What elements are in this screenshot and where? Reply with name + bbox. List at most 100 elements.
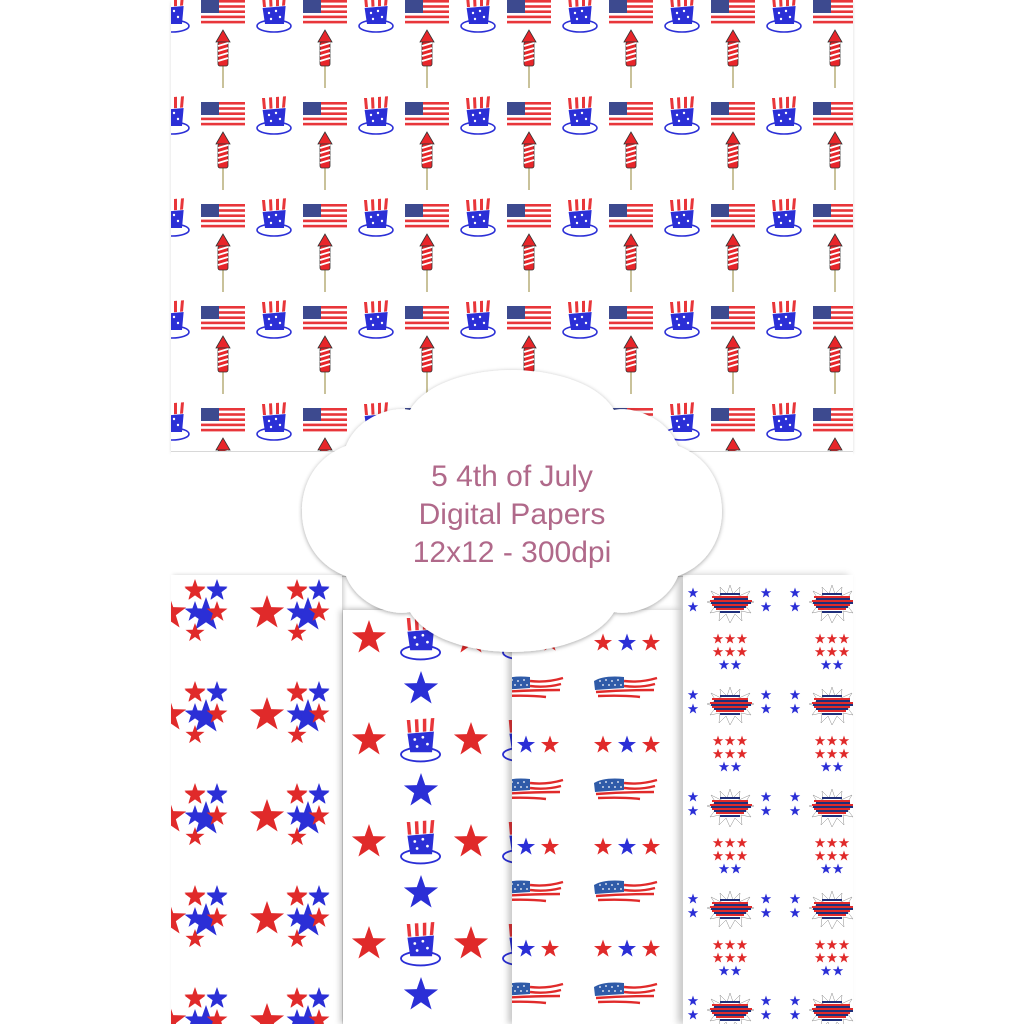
red-star-icon [736, 748, 748, 759]
firework-rocket-icon [215, 29, 231, 89]
american-flag-icon [201, 204, 245, 228]
uncle-sam-hat-icon [358, 197, 394, 237]
blue-star-icon [718, 761, 730, 772]
red-star-icon [736, 633, 748, 644]
firework-rocket-icon [317, 29, 333, 89]
firework-rocket-icon [317, 131, 333, 191]
usa-map-flag-icon [592, 979, 662, 1008]
blue-star-icon [730, 659, 742, 670]
title-label: 5 4th of July Digital Papers 12x12 - 300… [298, 366, 726, 656]
red-star-icon [814, 748, 826, 759]
striped-starburst-icon [808, 584, 853, 624]
red-star-icon [838, 837, 850, 848]
red-star-icon [641, 837, 661, 855]
uncle-sam-hat-icon [460, 299, 496, 339]
firework-rocket-icon [215, 233, 231, 293]
red-star-icon [826, 735, 838, 746]
uncle-sam-hat-icon [256, 0, 292, 33]
uncle-sam-hat-icon [171, 299, 190, 339]
blue-star-icon [206, 987, 228, 1007]
uncle-sam-hat-icon [766, 299, 802, 339]
american-flag-icon [507, 102, 551, 126]
blue-star-icon [730, 863, 742, 874]
blue-star-icon [820, 965, 832, 976]
usa-map-flag-icon [512, 877, 568, 906]
red-star-icon [171, 697, 187, 730]
firework-rocket-icon [521, 233, 537, 293]
red-star-icon [171, 1003, 187, 1024]
blue-star-icon [516, 735, 536, 753]
striped-starburst-icon [706, 788, 755, 828]
blue-star-icon [206, 885, 228, 905]
usa-map-flag-icon [592, 673, 662, 702]
uncle-sam-hat-icon [171, 197, 190, 237]
blue-star-icon [687, 907, 699, 918]
striped-starburst-icon [808, 992, 853, 1024]
uncle-sam-hat-icon [400, 920, 442, 967]
uncle-sam-hat-icon [400, 818, 442, 865]
striped-starburst-icon [706, 686, 755, 726]
star-icon [287, 827, 307, 846]
blue-star-icon [760, 587, 772, 598]
red-star-icon [826, 646, 838, 657]
blue-star-icon [718, 863, 730, 874]
title-line-2: Digital Papers [418, 498, 606, 531]
red-star-icon [724, 939, 736, 950]
american-flag-icon [711, 204, 755, 228]
blue-star-icon [687, 995, 699, 1006]
uncle-sam-hat-icon [358, 0, 394, 33]
usa-map-pattern [512, 633, 662, 1008]
blue-star-icon [820, 863, 832, 874]
uncle-sam-hat-icon [766, 0, 802, 33]
blue-star-icon [687, 1009, 699, 1020]
star-icon [185, 827, 205, 846]
red-star-icon [814, 646, 826, 657]
blue-star-icon [687, 689, 699, 700]
blue-star-icon [820, 659, 832, 670]
red-star-icon [712, 748, 724, 759]
label-frame-shape [302, 370, 722, 652]
star-icon [185, 725, 205, 744]
american-flag-icon [201, 306, 245, 330]
firework-rocket-icon [725, 233, 741, 293]
firework-rocket-icon [623, 131, 639, 191]
striped-starburst-icon [706, 992, 755, 1024]
striped-starburst-icon [808, 788, 853, 828]
american-flag-icon [711, 0, 755, 24]
striped-starburst-icon [808, 686, 853, 726]
firework-rocket-icon [827, 437, 843, 451]
american-flag-icon [507, 0, 551, 24]
blue-star-icon [832, 659, 844, 670]
american-flag-icon [507, 306, 551, 330]
blue-star-icon [789, 601, 801, 612]
blue-star-icon [789, 791, 801, 802]
red-star-icon [453, 824, 489, 857]
uncle-sam-hat-icon [256, 197, 292, 237]
blue-star-icon [206, 681, 228, 701]
red-star-icon [736, 735, 748, 746]
firework-rocket-icon [419, 131, 435, 191]
red-star-icon [724, 646, 736, 657]
red-star-icon [724, 850, 736, 861]
firework-rocket-icon [419, 233, 435, 293]
blue-star-icon [760, 893, 772, 904]
red-star-icon [351, 926, 387, 959]
red-star-icon [814, 837, 826, 848]
american-flag-icon [201, 0, 245, 24]
firework-rocket-icon [827, 131, 843, 191]
red-star-icon [593, 735, 613, 753]
uncle-sam-hat-icon [562, 197, 598, 237]
american-flag-icon [303, 204, 347, 228]
american-flag-icon [609, 0, 653, 24]
red-star-icon [351, 824, 387, 857]
firework-rocket-icon [419, 29, 435, 89]
red-star-icon [641, 735, 661, 753]
red-star-icon [184, 987, 206, 1007]
uncle-sam-hat-icon [460, 0, 496, 33]
title-line-1: 5 4th of July [431, 460, 593, 493]
blue-star-icon [206, 783, 228, 803]
red-star-icon [838, 850, 850, 861]
american-flag-icon [201, 102, 245, 126]
blue-star-icon [789, 1009, 801, 1020]
red-star-icon [838, 735, 850, 746]
